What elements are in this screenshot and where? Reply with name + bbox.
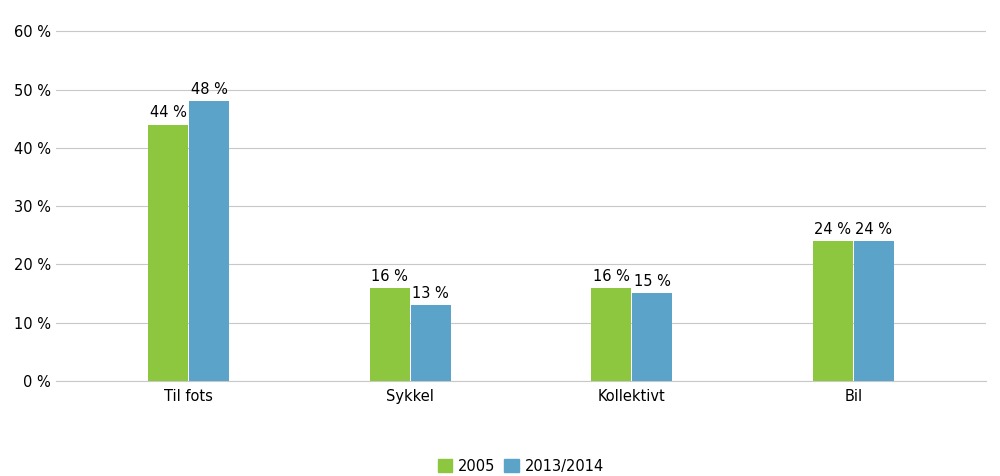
Text: 13 %: 13 % [412, 286, 449, 301]
Text: 16 %: 16 % [371, 268, 408, 284]
Bar [370, 288, 410, 381]
Legend: 2005, 2013/2014: 2005, 2013/2014 [434, 454, 608, 476]
Bar [411, 305, 451, 381]
Text: 48 %: 48 % [191, 82, 228, 97]
Bar [854, 241, 894, 381]
Bar [591, 288, 631, 381]
Bar [148, 125, 188, 381]
Text: 24 %: 24 % [855, 222, 892, 237]
Text: 44 %: 44 % [150, 106, 187, 120]
Bar [632, 293, 672, 381]
Bar [813, 241, 853, 381]
Text: 16 %: 16 % [593, 268, 630, 284]
Bar [189, 101, 229, 381]
Text: 15 %: 15 % [634, 274, 671, 289]
Text: 24 %: 24 % [814, 222, 851, 237]
